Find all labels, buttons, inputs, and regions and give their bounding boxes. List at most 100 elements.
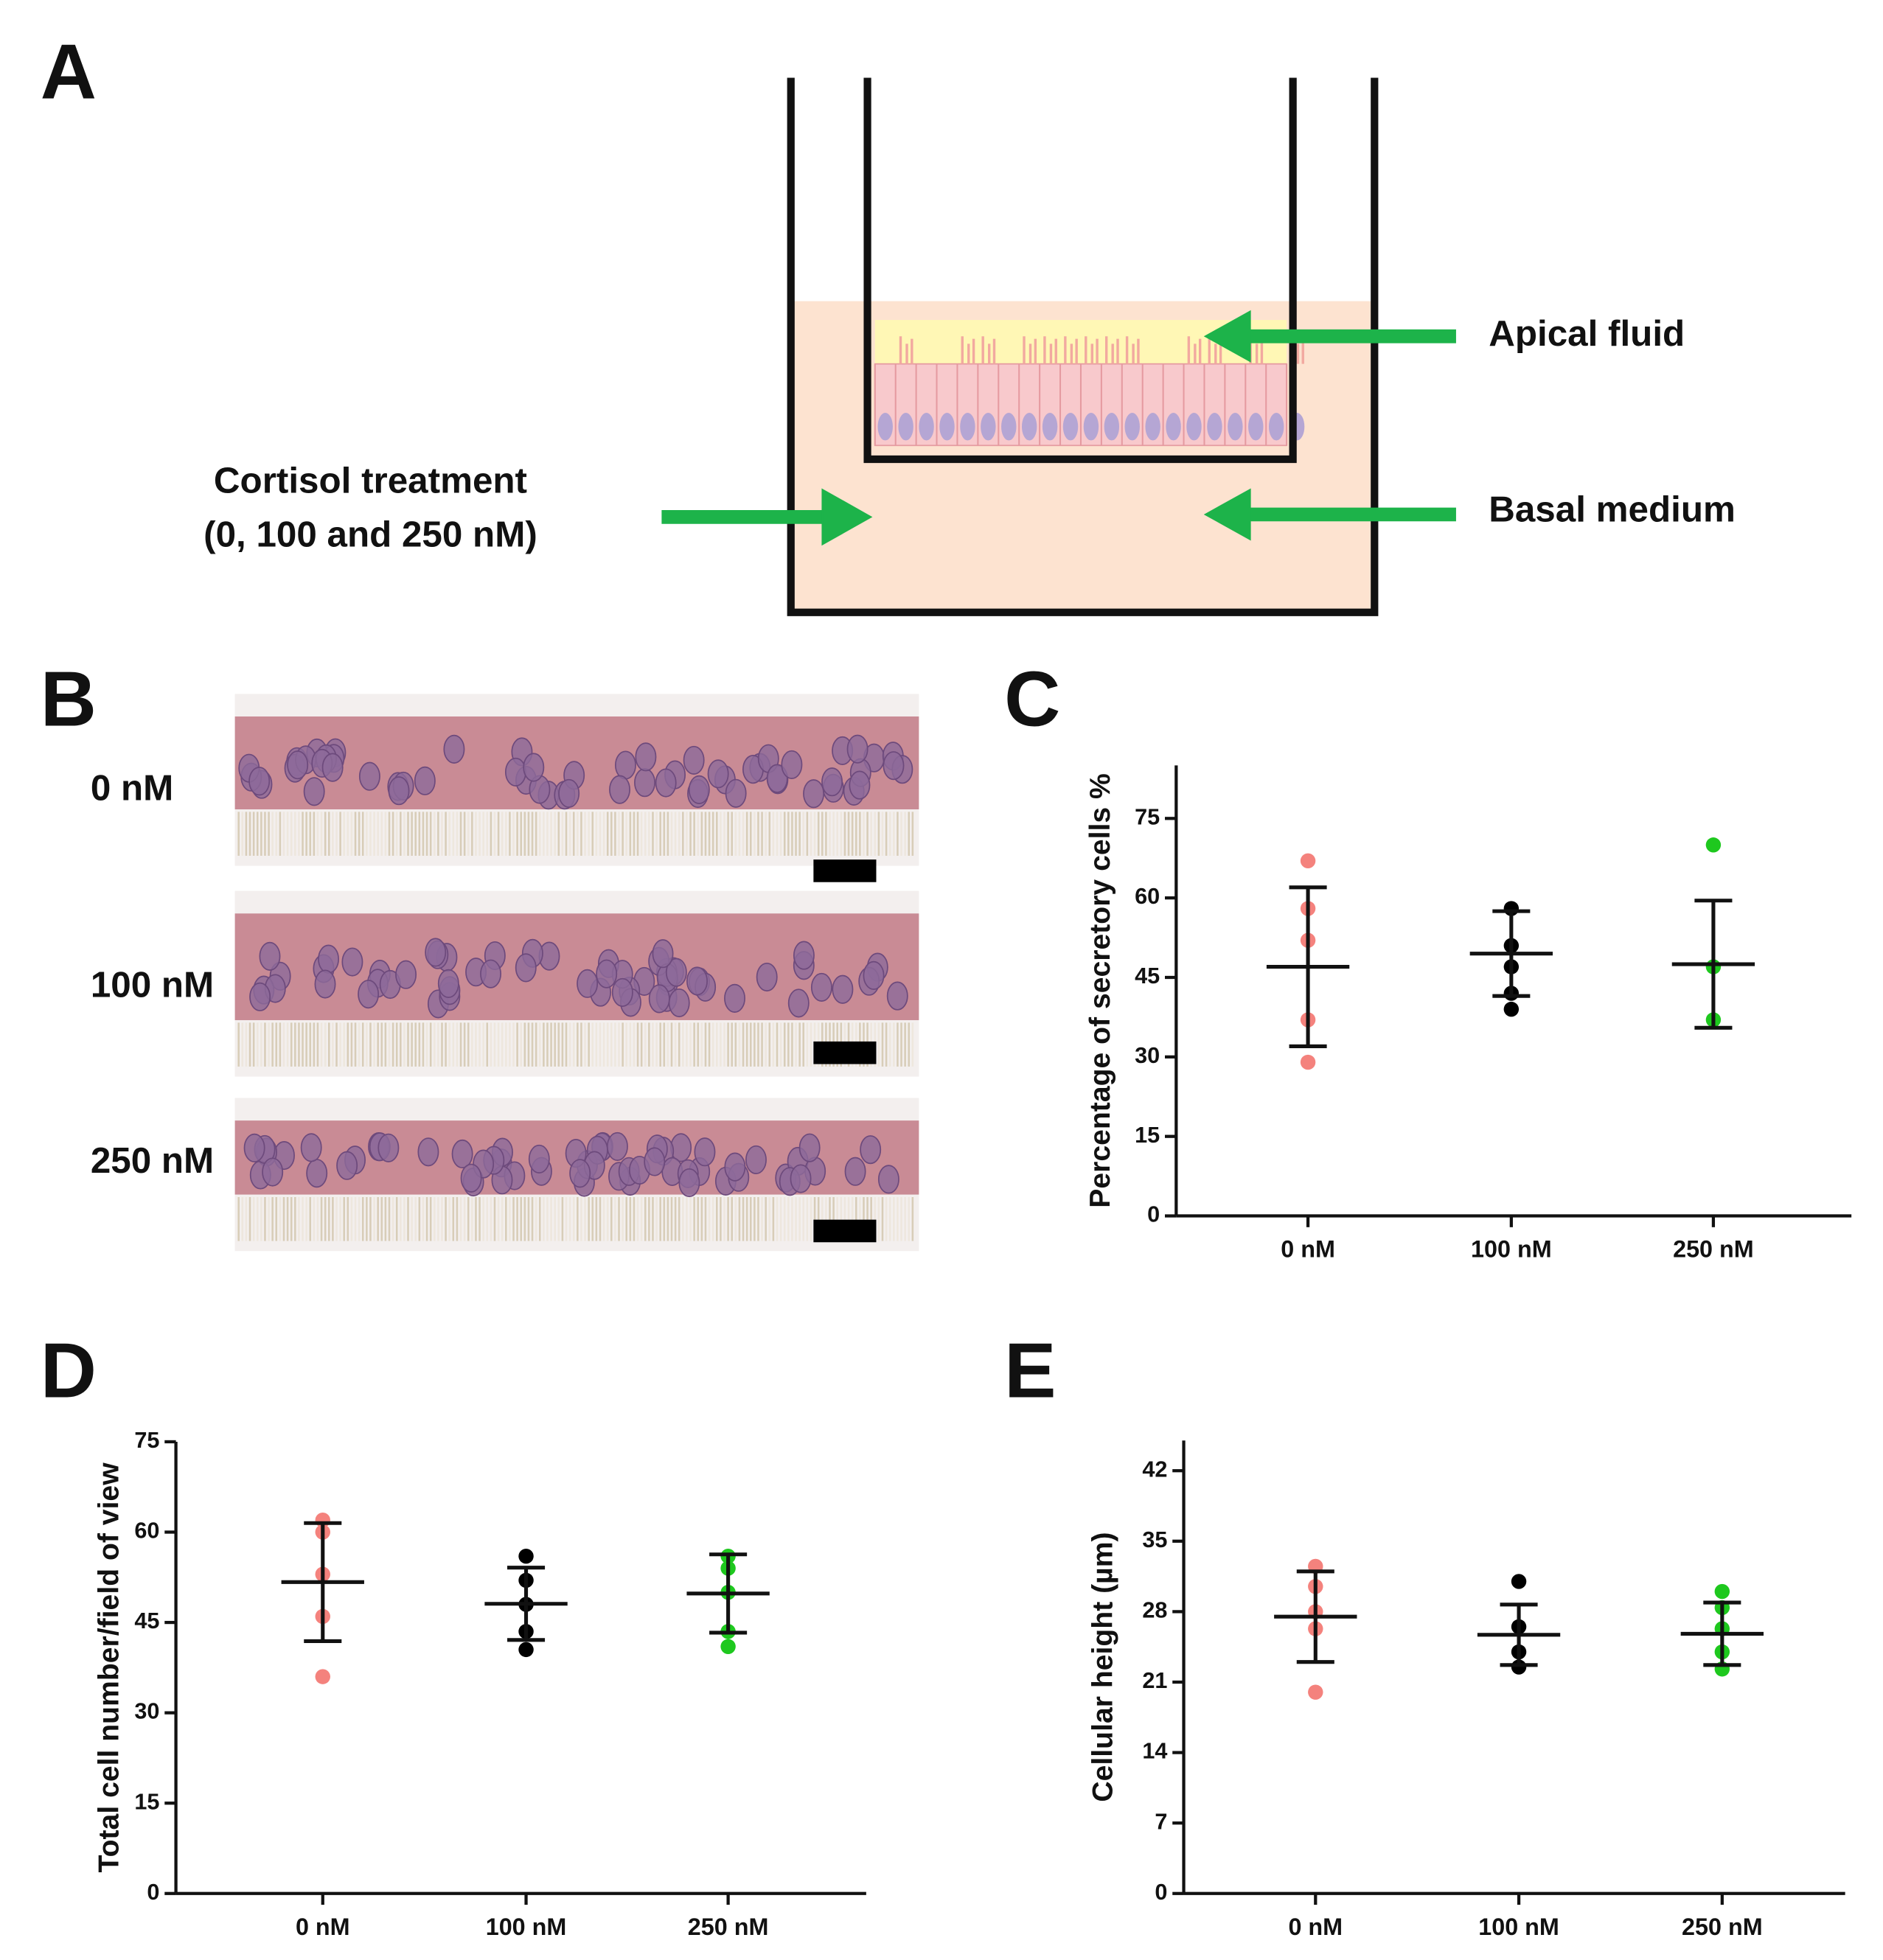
nucleus (844, 1157, 866, 1186)
nucleus (596, 959, 618, 988)
nucleus (860, 1135, 882, 1165)
nucleus (528, 1144, 550, 1174)
label: (0, 100 and 250 nM) (203, 515, 537, 555)
nucleus (665, 958, 687, 987)
x-tick-label: 250 nM (1673, 1236, 1754, 1263)
y-tick-label: 30 (1135, 1043, 1160, 1068)
nucleus (832, 974, 854, 1004)
panel-label: D (41, 1327, 97, 1414)
row-label: 250 nM (91, 1140, 214, 1181)
nucleus (1166, 413, 1181, 441)
nucleus (724, 983, 745, 1013)
nucleus (781, 750, 803, 779)
y-tick-label: 21 (1142, 1668, 1167, 1693)
nucleus (634, 768, 655, 798)
nucleus (321, 753, 344, 782)
cilia (1125, 336, 1140, 364)
y-tick-label: 45 (1135, 963, 1160, 988)
data-point (518, 1548, 534, 1564)
nucleus (725, 778, 747, 808)
y-tick-label: 0 (1155, 1880, 1167, 1905)
nucleus (678, 1168, 700, 1198)
arrows (661, 310, 1456, 546)
nucleus (248, 767, 271, 796)
nucleus (686, 966, 708, 996)
nucleus (787, 988, 810, 1018)
cilia (1187, 336, 1202, 364)
arrow-head (1203, 488, 1251, 541)
scale-bar (813, 1041, 877, 1064)
nucleus (1186, 413, 1202, 441)
epithelium (874, 336, 1305, 447)
arrow-head (821, 488, 873, 546)
nucleus (395, 960, 417, 989)
nucleus (1124, 413, 1140, 441)
nucleus (1104, 413, 1120, 441)
y-axis-label: Percentage of secretory cells % (1085, 773, 1116, 1208)
nucleus (1268, 413, 1284, 441)
y-tick-label: 14 (1142, 1739, 1167, 1764)
nucleus (614, 750, 636, 780)
cilia (981, 336, 996, 364)
y-tick-label: 0 (1147, 1202, 1160, 1227)
label: Basal medium (1489, 489, 1736, 530)
nucleus (287, 750, 309, 780)
nucleus (898, 413, 913, 441)
data-point (518, 1642, 534, 1658)
y-tick-label: 30 (134, 1699, 159, 1724)
y-tick-label: 15 (1135, 1123, 1160, 1148)
nucleus (437, 969, 459, 998)
nucleus (683, 745, 705, 775)
nucleus (756, 962, 778, 992)
nucleus (443, 734, 465, 764)
nucleus (648, 984, 670, 1014)
nucleus (960, 413, 975, 441)
nucleus (798, 1133, 821, 1162)
nucleus (414, 766, 436, 795)
cilia (1023, 336, 1037, 364)
data-point (720, 1639, 736, 1654)
nucleus (243, 1133, 265, 1162)
y-tick-label: 0 (147, 1880, 159, 1905)
nucleus (810, 972, 832, 1002)
data-point (1300, 1054, 1316, 1070)
y-tick-label: 45 (134, 1608, 159, 1633)
y-tick-label: 35 (1142, 1527, 1167, 1552)
nucleus (670, 1133, 692, 1162)
data-point (1511, 1574, 1527, 1589)
arrow-head (1203, 310, 1251, 363)
nucleus (314, 969, 336, 999)
nucleus (300, 1133, 322, 1162)
nucleus (1207, 413, 1222, 441)
data-point (1308, 1684, 1323, 1700)
nucleus (877, 413, 893, 441)
row-label: 0 nM (91, 767, 173, 808)
nucleus (303, 777, 325, 806)
nucleus (1042, 413, 1058, 441)
nucleus (504, 757, 526, 787)
nucleus (417, 1137, 439, 1167)
nucleus (577, 969, 599, 998)
nucleus (939, 413, 955, 441)
nucleus (877, 1165, 899, 1194)
y-tick-label: 15 (134, 1789, 159, 1814)
scale-bar (813, 859, 877, 882)
nucleus (358, 980, 380, 1009)
y-tick-label: 7 (1155, 1809, 1167, 1834)
nucleus (306, 1159, 328, 1188)
nucleus (569, 1159, 591, 1188)
nucleus (790, 1164, 812, 1193)
data-point (1503, 1001, 1520, 1017)
y-tick-label: 60 (1135, 884, 1160, 909)
nucleus (388, 776, 410, 806)
data-point (1300, 853, 1316, 869)
culture-diagram: Apical fluid Basal medium Cortisol treat… (203, 77, 1736, 616)
cilia (1043, 336, 1057, 364)
nucleus (318, 944, 340, 974)
histology: 0 nM 100 nM 250 nM (91, 694, 919, 1252)
outer-well (787, 77, 1379, 616)
nucleus (644, 1147, 666, 1176)
data-point (315, 1669, 330, 1684)
nucleus (652, 939, 674, 969)
nucleus (886, 981, 908, 1011)
